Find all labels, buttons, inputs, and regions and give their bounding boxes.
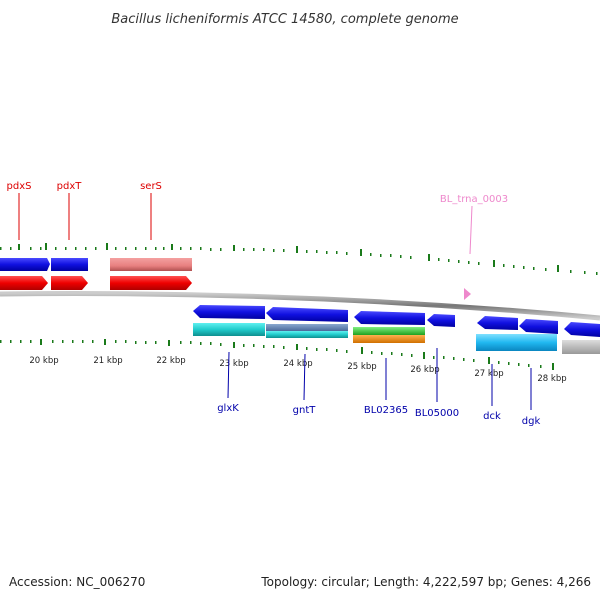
gene-label-pdxT[interactable]: pdxT [57, 181, 83, 192]
gene-label-trna[interactable]: BL_trna_0003 [440, 194, 508, 205]
gene-glxK-arrow[interactable] [193, 305, 265, 319]
gene-next-arrow[interactable] [564, 322, 600, 337]
gene-pdxS-arrow[interactable] [0, 258, 50, 271]
lower-feature-track-2 [193, 323, 600, 354]
cds-gntT-block-b[interactable] [266, 331, 348, 338]
gene-label-dgk[interactable]: dgk [522, 416, 541, 427]
trna-leader-line [469, 205, 473, 255]
gene-BL05000-arrow[interactable] [427, 314, 455, 327]
cds-BL02365-block-b[interactable] [353, 335, 425, 343]
tick-label-28kbp: 28 kbp [537, 374, 566, 384]
tick-label-23kbp: 23 kbp [219, 359, 248, 369]
gene-label-BL05000[interactable]: BL05000 [415, 408, 459, 419]
tick-label-26kbp: 26 kbp [410, 365, 439, 375]
tick-label-25kbp: 25 kbp [347, 362, 376, 372]
cds-gntT-block-a[interactable] [266, 324, 348, 331]
gntT-leader-line [303, 353, 306, 401]
tick-label-22kbp: 22 kbp [156, 356, 185, 366]
tick-label-21kbp: 21 kbp [93, 356, 122, 366]
gene-label-dck[interactable]: dck [483, 411, 501, 422]
accession-text: Accession: NC_006270 [9, 575, 145, 589]
cds-pdxS-arrow[interactable] [0, 276, 48, 290]
cds-serS-arrow[interactable] [110, 276, 192, 290]
gene-label-serS[interactable]: serS [140, 181, 162, 192]
lower-scale-dots [0, 339, 554, 370]
lower-gene-labels: glxK gntT BL02365 BL05000 dck dgk [217, 348, 540, 427]
upper-gene-labels: pdxS pdxT serS BL_trna_0003 [7, 181, 508, 255]
tick-label-20kbp: 20 kbp [29, 356, 58, 366]
scale-tick-labels: 20 kbp 21 kbp 22 kbp 23 kbp 24 kbp 25 kb… [29, 356, 566, 384]
gene-dck-arrow[interactable] [477, 316, 518, 330]
gene-BL02365-arrow[interactable] [354, 311, 425, 325]
tick-label-24kbp: 24 kbp [283, 359, 312, 369]
gene-dgk-arrow[interactable] [519, 319, 558, 334]
gene-serS-block[interactable] [110, 258, 192, 271]
upper-feature-track-2 [0, 276, 192, 290]
upper-feature-track-1 [0, 258, 192, 271]
cds-pdxT-arrow[interactable] [51, 276, 88, 290]
cds-dck-block[interactable] [476, 334, 557, 351]
cds-glxK-block[interactable] [193, 323, 265, 336]
gene-label-BL02365[interactable]: BL02365 [364, 405, 408, 416]
gene-label-pdxS[interactable]: pdxS [7, 181, 32, 192]
gene-gntT-arrow[interactable] [266, 307, 348, 322]
trna-marker[interactable] [464, 288, 471, 300]
genome-summary-text: Topology: circular; Length: 4,222,597 bp… [260, 575, 591, 589]
gene-label-gntT[interactable]: gntT [293, 405, 317, 416]
gene-pdxT-block[interactable] [51, 258, 88, 271]
map-title: Bacillus licheniformis ATCC 14580, compl… [111, 12, 458, 27]
lower-feature-track-1 [193, 305, 600, 337]
cds-BL02365-block-a[interactable] [353, 327, 425, 335]
genome-backbone [0, 291, 600, 321]
gene-label-glxK[interactable]: glxK [217, 403, 239, 414]
upper-scale-dots [0, 243, 598, 275]
cds-dgk-block[interactable] [562, 340, 600, 354]
tick-label-27kbp: 27 kbp [474, 369, 503, 379]
glxK-leader-line [227, 351, 230, 399]
